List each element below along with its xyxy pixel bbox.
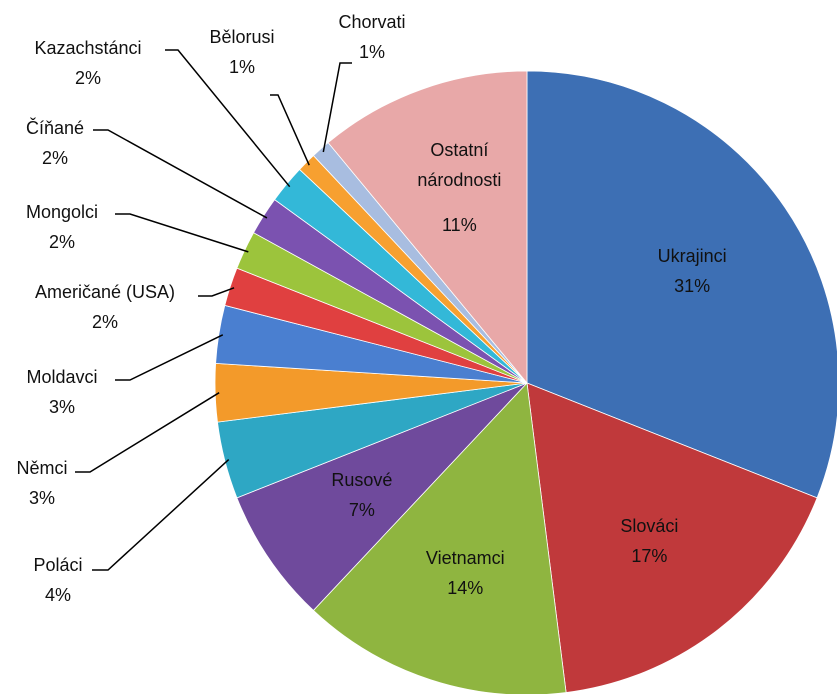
data-label: Číňané [25,118,85,138]
data-label: Poláci [33,555,83,575]
data-label: Američané (USA) [34,282,176,302]
data-label: 1% [228,57,256,77]
data-label: Mongolci [25,202,99,222]
leader-line [75,392,220,473]
pie-slice [526,382,818,693]
leader-line [198,287,235,297]
data-label: 3% [28,488,56,508]
data-label: Ukrajinci [657,245,727,266]
data-label: 14% [447,577,484,598]
leader-line [93,129,268,219]
pie-slice [312,382,567,694]
data-label: 17% [631,545,668,566]
leader-line [115,213,249,253]
data-label: 2% [91,312,119,332]
data-label: 2% [41,148,69,168]
data-label: 2% [48,232,76,252]
leader-line [270,94,310,166]
data-label: Bělorusi [209,27,275,47]
data-label: Kazachstánci [34,38,142,58]
data-label: 7% [348,500,375,521]
leader-line [92,459,230,571]
data-label: Chorvati [338,12,406,32]
data-label: 11% [442,215,477,236]
pie-slice [327,70,528,385]
leader-line [322,62,352,153]
leader-line [115,334,224,381]
data-label: Němci [16,458,68,478]
data-label: Moldavci [26,367,98,387]
data-label: Slováci [620,515,679,536]
pie-slice [236,382,528,612]
data-label: 31% [674,275,711,296]
data-label: 1% [358,42,386,62]
data-label: 4% [44,585,72,605]
data-label: Ostatní národnosti [417,140,502,191]
data-label: Vietnamci [425,547,505,568]
leader-line [165,49,291,188]
data-label: Rusové [331,470,393,491]
data-label: 2% [74,68,102,88]
data-label: 3% [48,397,76,417]
